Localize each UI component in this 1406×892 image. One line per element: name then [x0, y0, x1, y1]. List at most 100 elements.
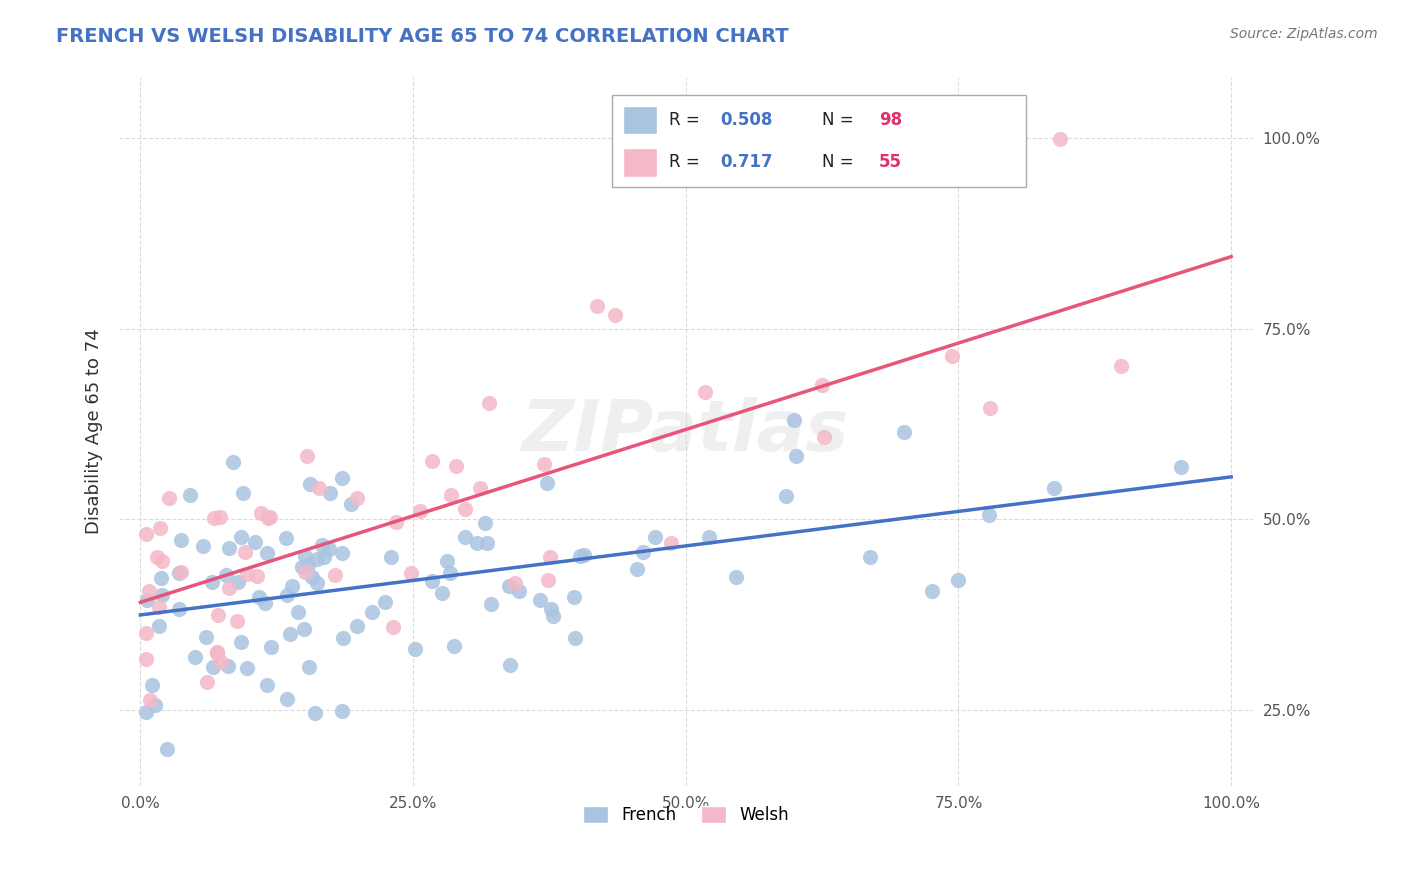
Point [150, 588, 173, 602]
Point [298, 477, 321, 491]
Point [179, 488, 201, 502]
Point [287, 605, 309, 619]
Point [977, 508, 1000, 523]
Point [314, 549, 336, 564]
Point [281, 579, 304, 593]
Text: Source: ZipAtlas.com: Source: ZipAtlas.com [1230, 27, 1378, 41]
Point [564, 590, 586, 604]
Point [226, 614, 249, 628]
Point [941, 349, 963, 363]
Point [156, 742, 179, 756]
Point [626, 562, 648, 576]
Point [148, 521, 170, 535]
Point [479, 598, 502, 612]
Point [724, 570, 747, 584]
Point [139, 693, 162, 707]
Point [420, 454, 443, 468]
Point [226, 574, 249, 589]
Point [246, 568, 269, 582]
Point [346, 619, 368, 633]
Point [208, 510, 231, 524]
Point [135, 625, 157, 640]
Point [297, 449, 319, 463]
Text: R =: R = [669, 153, 704, 171]
Point [330, 546, 353, 560]
FancyBboxPatch shape [623, 106, 658, 134]
Point [693, 385, 716, 400]
Point [233, 545, 256, 559]
Point [207, 646, 229, 660]
Point [813, 430, 835, 444]
Point [148, 600, 170, 615]
Point [536, 476, 558, 491]
Point [1043, 481, 1066, 495]
Point [564, 631, 586, 645]
Point [222, 454, 245, 468]
Point [229, 530, 252, 544]
Point [330, 704, 353, 718]
Point [468, 482, 491, 496]
Point [859, 550, 882, 565]
Point [541, 608, 564, 623]
Point [136, 593, 159, 607]
Text: N =: N = [823, 111, 859, 129]
Point [478, 396, 501, 410]
Point [382, 620, 405, 634]
Point [202, 660, 225, 674]
Legend: French, Welsh: French, Welsh [572, 796, 799, 834]
Point [893, 425, 915, 440]
Point [453, 501, 475, 516]
Point [785, 450, 807, 464]
Point [260, 640, 283, 655]
Point [232, 486, 254, 500]
Point [311, 538, 333, 552]
Point [1111, 359, 1133, 374]
Point [243, 534, 266, 549]
Point [138, 583, 160, 598]
Point [236, 566, 259, 581]
Point [305, 551, 328, 566]
Point [236, 661, 259, 675]
Text: R =: R = [669, 111, 704, 129]
Point [404, 642, 426, 657]
Point [540, 549, 562, 564]
Point [308, 481, 330, 495]
Point [214, 568, 236, 582]
Point [183, 649, 205, 664]
Point [644, 530, 666, 544]
Y-axis label: Disability Age 65 to 74: Disability Age 65 to 74 [86, 329, 103, 534]
Point [167, 566, 190, 581]
Point [218, 659, 240, 673]
Point [141, 678, 163, 692]
Text: 55: 55 [879, 153, 901, 171]
Point [1049, 132, 1071, 146]
Text: FRENCH VS WELSH DISABILITY AGE 65 TO 74 CORRELATION CHART: FRENCH VS WELSH DISABILITY AGE 65 TO 74 … [56, 27, 789, 45]
Point [229, 635, 252, 649]
Point [205, 644, 228, 658]
Point [191, 539, 214, 553]
Point [446, 459, 468, 474]
Point [207, 607, 229, 622]
Point [498, 657, 520, 672]
Point [297, 558, 319, 572]
Text: 98: 98 [879, 111, 901, 129]
Text: N =: N = [823, 153, 859, 171]
Point [775, 490, 797, 504]
Point [467, 536, 489, 550]
Point [503, 576, 526, 591]
Point [276, 588, 298, 602]
Point [508, 583, 530, 598]
Point [259, 509, 281, 524]
Point [294, 565, 316, 579]
Point [202, 511, 225, 525]
Point [659, 536, 682, 550]
Point [169, 533, 191, 547]
Point [149, 571, 172, 585]
Point [170, 565, 193, 579]
Point [537, 573, 560, 587]
Point [218, 541, 240, 555]
Point [135, 706, 157, 720]
Point [318, 541, 340, 556]
Point [921, 583, 943, 598]
Point [301, 569, 323, 583]
